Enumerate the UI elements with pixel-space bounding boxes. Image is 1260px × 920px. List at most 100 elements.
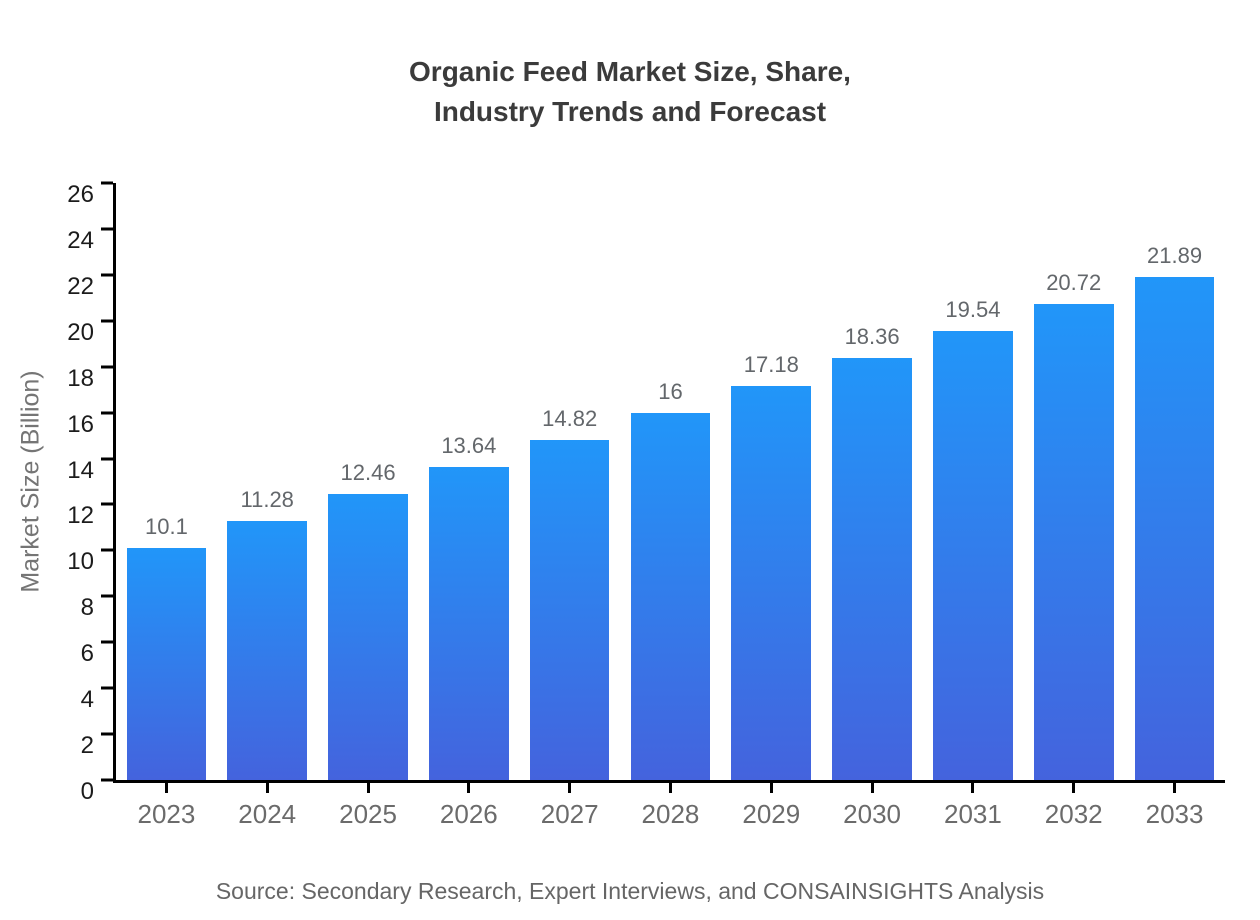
y-tick-mark [101,273,113,277]
y-tick-mark [101,686,113,690]
y-tick-label: 20 [67,318,94,346]
x-tick-label: 2032 [1044,799,1103,829]
x-tick-mark [265,783,269,793]
x-axis-cell: 2026 [418,780,519,830]
x-axis-cell: 2024 [217,780,318,830]
y-tick-label: 22 [67,272,94,300]
y-tick-label: 2 [80,732,94,760]
x-tick-mark [1173,783,1177,793]
x-tick-mark [568,783,572,793]
y-tick-label: 18 [67,364,94,392]
y-tick-mark [101,548,113,552]
bar-value-label: 14.82 [542,405,598,431]
bar-value-label: 19.54 [945,297,1001,323]
x-tick-label: 2023 [137,799,196,829]
bar-slot: 18.36 [822,183,923,780]
y-tick-mark [101,778,113,782]
bar-slot: 11.28 [217,183,318,780]
y-tick-label: 16 [67,410,94,438]
bar-value-label: 10.1 [144,514,188,540]
y-tick-mark [101,594,113,598]
y-tick-mark [101,732,113,736]
bar [529,439,610,780]
bar-value-label: 12.46 [340,459,396,485]
y-tick-label: 10 [67,548,94,576]
y-tick-label: 14 [67,456,94,484]
bar [731,385,812,780]
bar [126,548,207,780]
bar-slot: 12.46 [318,183,419,780]
y-tick-mark [101,319,113,323]
y-tick-mark [101,502,113,506]
chart-title-line-1: Organic Feed Market Size, Share, [409,56,851,87]
x-tick-mark [366,783,370,793]
x-tick-label: 2026 [439,799,498,829]
x-axis-cell: 2023 [116,780,217,830]
bar-slot: 16 [620,183,721,780]
y-tick-label: 8 [80,594,94,622]
y-tick-label: 26 [67,181,94,208]
x-tick-label: 2033 [1145,799,1204,829]
y-tick-mark [101,181,113,185]
bar-value-label: 13.64 [441,432,497,458]
x-axis-cell: 2030 [822,780,923,830]
bar [1033,304,1114,780]
x-axis-cell: 2033 [1124,780,1225,830]
y-tick-mark [101,640,113,644]
bar-value-label: 21.89 [1147,243,1203,269]
bar-value-label: 18.36 [844,324,900,350]
x-tick-label: 2029 [742,799,801,829]
bar [227,521,308,780]
x-tick-mark [467,783,471,793]
bar [328,493,408,780]
bar-slot: 21.89 [1124,183,1225,780]
x-axis-cell: 2025 [318,780,419,830]
x-tick-mark [971,783,975,793]
x-tick-mark [164,783,168,793]
x-axis-cell: 2029 [721,780,822,830]
bar-slot: 17.18 [721,183,822,780]
bar [630,412,711,780]
x-tick-mark [668,783,672,793]
bar-slot: 19.54 [923,183,1024,780]
bar-value-label: 11.28 [240,487,294,512]
chart-title-line-2: Industry Trends and Forecast [433,96,827,127]
x-axis-cell: 2032 [1023,780,1124,830]
x-tick-label: 2028 [641,799,700,829]
x-tick-label: 2024 [238,799,297,829]
y-tick-label: 0 [80,778,94,805]
bar-value-label: 20.72 [1046,270,1102,296]
y-tick-mark [101,365,113,369]
y-tick-label: 4 [80,686,94,714]
x-axis-cell: 2027 [519,780,620,830]
source-line: Source: Secondary Research, Expert Inter… [215,878,1045,904]
x-tick-label: 2030 [843,799,902,829]
x-axis-cell: 2028 [620,780,721,830]
plot-area: 0 2 4 6 8 10 12 14 16 18 20 22 24 26 10.1 11.28 12.46 13… [67,181,1225,829]
bar [933,331,1013,780]
y-tick-label: 24 [67,226,94,254]
x-tick-mark [870,783,874,793]
bar [429,466,509,780]
y-tick-label: 12 [67,502,94,530]
x-tick-mark [769,783,773,793]
x-tick-mark [1072,783,1076,793]
x-tick-label: 2025 [339,799,397,829]
y-tick-mark [101,411,113,415]
bar-slot: 13.64 [418,183,519,780]
bar [832,358,912,780]
x-axis-cell: 2031 [923,780,1024,830]
y-tick-mark [101,457,113,461]
bars-row: 10.1 11.28 12.46 13.64 14.82 16 17.18 18.36 19.5… [116,183,1225,780]
y-axis-title-text: Market Size (Billion) [16,370,45,593]
x-tick-label: 2027 [540,799,599,829]
bar [1134,277,1215,780]
chart-title: Organic Feed Market Size, Share, Industr… [0,52,1260,132]
bar-slot: 10.1 [116,183,217,780]
x-axis-row: 2023 2024 2025 2026 2027 2028 2029 2030 2031 2032… [116,780,1225,830]
bar-slot: 14.82 [519,183,620,780]
y-tick-mark [101,227,113,231]
y-tick-label: 6 [80,640,94,668]
bar-value-label: 17.18 [743,351,799,377]
